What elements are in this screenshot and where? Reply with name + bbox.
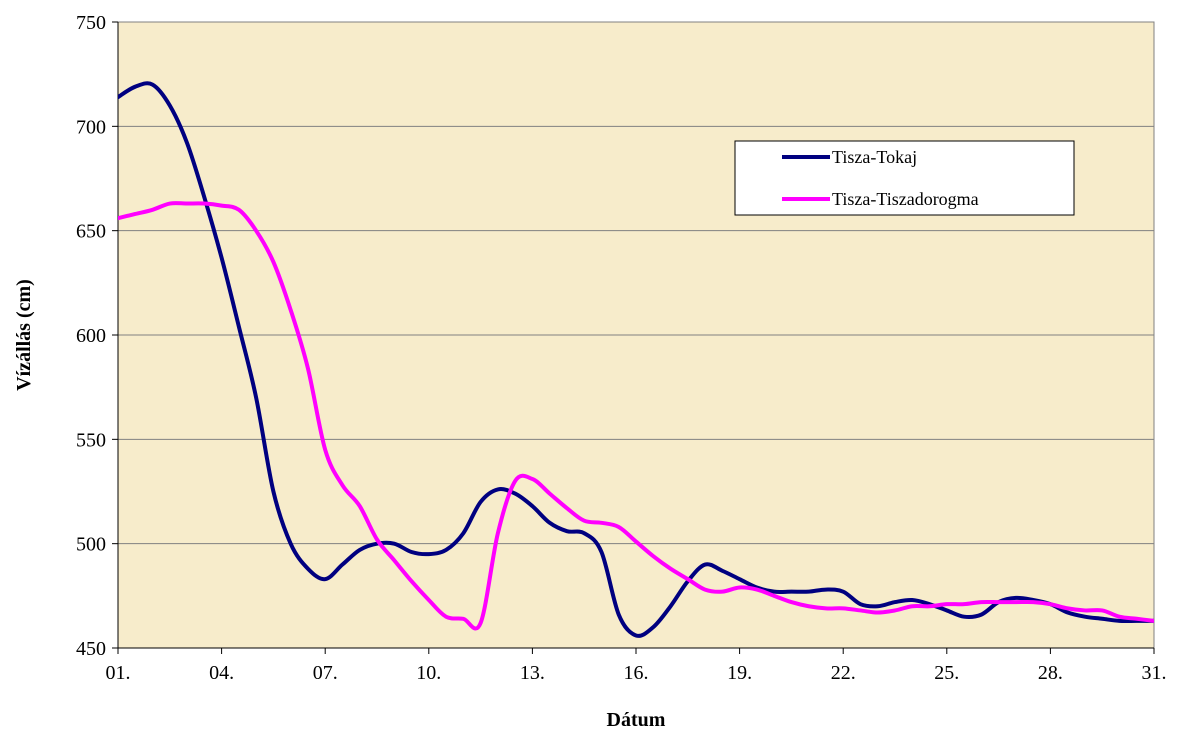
y-tick-label: 450 [76,638,106,660]
y-axis-title: Vízállás (cm) [13,279,35,391]
legend-label-tisza-tokaj: Tisza-Tokaj [832,147,917,167]
x-axis-title: Dátum [607,709,666,731]
y-tick-label: 750 [76,12,106,34]
x-tick-label: 28. [1038,662,1063,684]
x-tick-label: 19. [727,662,752,684]
x-tick-label: 04. [209,662,234,684]
x-tick-label: 22. [831,662,856,684]
x-tick-label: 25. [934,662,959,684]
x-tick-label: 07. [313,662,338,684]
y-tick-label: 500 [76,534,106,556]
legend-label-tisza-tiszadorogma: Tisza-Tiszadorogma [832,189,979,209]
y-tick-label: 550 [76,429,106,451]
x-tick-labels: 01. 04. 07. 10. 13. 16. 19. 22. 25. 28. 31. [106,662,1167,684]
y-tick-label: 650 [76,221,106,243]
x-tick-label: 31. [1142,662,1167,684]
y-tick-label: 600 [76,325,106,347]
x-tick-label: 16. [624,662,649,684]
x-tick-label: 01. [106,662,131,684]
y-tick-labels: 450 500 550 600 650 700 750 [76,12,106,660]
series-line-tisza-tokaj [118,81,1154,638]
series-line-tisza-tiszadorogma [118,201,1154,631]
legend-box [734,140,1075,216]
y-tick-label: 700 [76,116,106,138]
axes [112,21,1155,654]
legend: Tisza-Tokaj Tisza-Tiszadorogma [734,140,1075,216]
series-lines [118,81,1154,638]
x-tick-label: 10. [416,662,441,684]
x-tick-label: 13. [520,662,545,684]
